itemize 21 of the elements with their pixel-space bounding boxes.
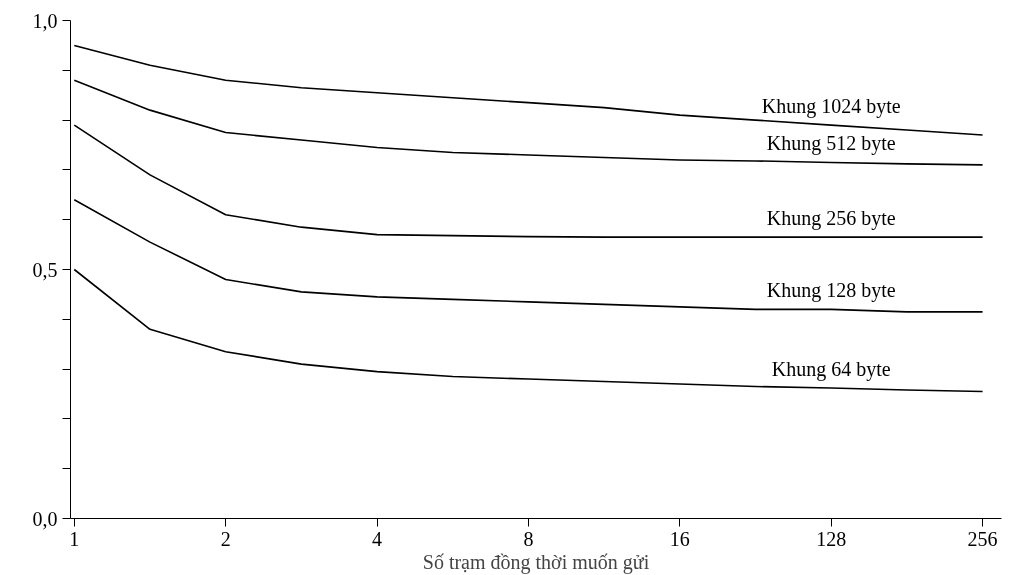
x-tick-label: 1 — [69, 527, 80, 550]
line-series — [73, 198, 984, 313]
x-tick-label: 2 — [220, 527, 231, 550]
line-series — [73, 79, 984, 166]
line-series — [73, 124, 984, 238]
y-tick-label: 0,5 — [32, 258, 58, 281]
series-label: Khung 1024 byte — [761, 95, 901, 119]
series-label: Khung 64 byte — [771, 358, 891, 382]
x-tick-label: 256 — [967, 527, 998, 550]
series-label: Khung 256 byte — [766, 207, 896, 231]
line-series — [73, 268, 984, 393]
x-tick-label: 16 — [669, 527, 690, 550]
y-tick-label: 0,0 — [32, 507, 58, 530]
x-tick-label: 128 — [816, 527, 847, 550]
x-tick-label: 8 — [523, 527, 534, 550]
line-series — [73, 44, 984, 136]
series-label: Khung 128 byte — [766, 279, 896, 303]
y-tick-label: 1,0 — [32, 9, 58, 32]
x-tick-label: 4 — [372, 527, 383, 550]
x-axis-title: Số trạm đồng thời muốn gửi — [422, 550, 650, 574]
series-label: Khung 512 byte — [766, 132, 896, 156]
